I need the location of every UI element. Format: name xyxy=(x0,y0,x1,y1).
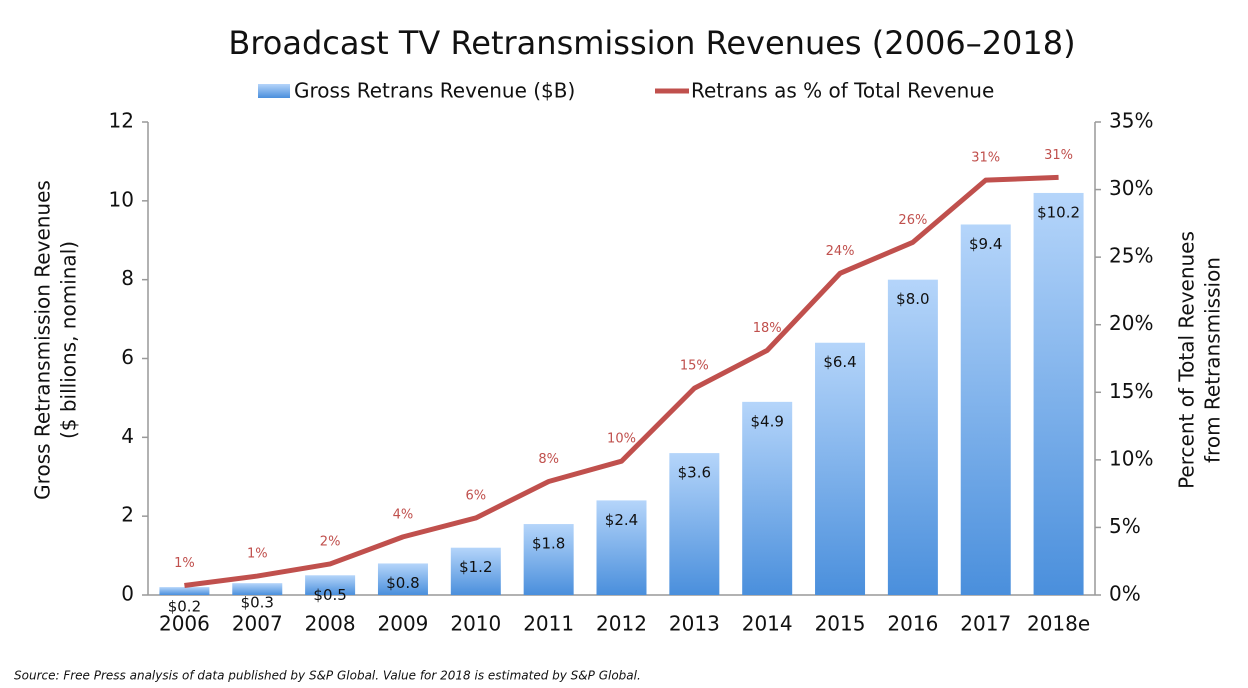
y-tick-label: 4 xyxy=(121,424,134,448)
bar-value-label: $0.2 xyxy=(168,598,201,616)
bar xyxy=(450,547,501,595)
x-tick-label: 2018e xyxy=(1027,612,1090,636)
bar-value-label: $0.5 xyxy=(313,586,346,604)
y-tick-label: 12 xyxy=(109,109,134,133)
y-tick-label: 2 xyxy=(121,503,134,527)
bar xyxy=(669,453,720,595)
bar xyxy=(742,401,793,595)
bar-value-label: $0.3 xyxy=(241,594,274,612)
x-tick-label: 2007 xyxy=(232,612,283,636)
source-note: Source: Free Press analysis of data publ… xyxy=(14,669,641,683)
y2-axis-title: from Retransmission xyxy=(1201,257,1225,463)
line-value-label: 8% xyxy=(538,452,559,467)
bar xyxy=(596,500,647,595)
line-value-label: 31% xyxy=(1044,148,1073,163)
y2-tick-label: 35% xyxy=(1109,109,1153,133)
line-value-label: 1% xyxy=(174,556,195,571)
legend-label: Retrans as % of Total Revenue xyxy=(691,79,994,103)
y-axis-title: ($ billions, nominal) xyxy=(57,241,81,439)
bar-value-label: $10.2 xyxy=(1037,203,1080,221)
bar-value-label: $9.4 xyxy=(969,235,1002,253)
bar-value-label: $6.4 xyxy=(823,353,856,371)
x-tick-label: 2015 xyxy=(815,612,866,636)
y-tick-label: 10 xyxy=(109,187,134,211)
bar-value-label: $2.4 xyxy=(605,511,638,529)
bar-value-label: $3.6 xyxy=(678,464,711,482)
x-tick-label: 2012 xyxy=(596,612,647,636)
x-tick-label: 2017 xyxy=(960,612,1011,636)
line-value-label: 15% xyxy=(680,359,709,374)
y2-axis-title: Percent of Total Revenues xyxy=(1175,231,1199,489)
y-tick-label: 0 xyxy=(121,582,134,606)
bar xyxy=(815,342,866,595)
y2-tick-label: 25% xyxy=(1109,244,1153,268)
line-value-label: 2% xyxy=(320,534,341,549)
legend-label: Gross Retrans Revenue ($B) xyxy=(294,79,575,103)
x-tick-label: 2014 xyxy=(742,612,793,636)
line-value-label: 6% xyxy=(465,488,486,503)
bar xyxy=(960,224,1011,595)
x-tick-label: 2010 xyxy=(450,612,501,636)
bar-value-label: $8.0 xyxy=(896,290,929,308)
x-tick-label: 2011 xyxy=(523,612,574,636)
x-tick-label: 2008 xyxy=(305,612,356,636)
bar xyxy=(305,575,356,595)
y2-tick-label: 30% xyxy=(1109,176,1153,200)
bar xyxy=(377,563,428,595)
legend-swatch xyxy=(258,84,290,98)
line-value-label: 4% xyxy=(393,507,414,522)
x-tick-label: 2013 xyxy=(669,612,720,636)
line-value-label: 24% xyxy=(826,244,855,259)
bar-value-label: $1.2 xyxy=(459,558,492,576)
y-tick-label: 6 xyxy=(121,345,134,369)
line-value-label: 10% xyxy=(607,432,636,447)
x-tick-label: 2006 xyxy=(159,612,210,636)
line xyxy=(184,174,1059,589)
line-value-label: 31% xyxy=(971,151,1000,166)
y-tick-label: 8 xyxy=(121,266,134,290)
bar xyxy=(159,587,210,595)
y2-tick-label: 15% xyxy=(1109,379,1153,403)
bar xyxy=(1033,192,1084,595)
y-axis-title: Gross Retransmission Revenues xyxy=(31,180,55,500)
bar-value-label: $4.9 xyxy=(750,412,783,430)
line-value-label: 1% xyxy=(247,547,268,562)
line-value-label: 18% xyxy=(753,321,782,336)
y2-tick-label: 0% xyxy=(1109,582,1141,606)
y2-tick-label: 10% xyxy=(1109,446,1153,470)
bar xyxy=(232,583,283,595)
chart-title: Broadcast TV Retransmission Revenues (20… xyxy=(228,24,1075,62)
x-tick-label: 2009 xyxy=(378,612,429,636)
y2-tick-label: 5% xyxy=(1109,514,1141,538)
bar xyxy=(887,279,938,595)
y2-tick-label: 20% xyxy=(1109,311,1153,335)
line-value-label: 26% xyxy=(898,213,927,228)
bar xyxy=(523,524,574,595)
bar-value-label: $1.8 xyxy=(532,535,565,553)
x-tick-label: 2016 xyxy=(887,612,938,636)
bar-value-label: $0.8 xyxy=(386,574,419,592)
